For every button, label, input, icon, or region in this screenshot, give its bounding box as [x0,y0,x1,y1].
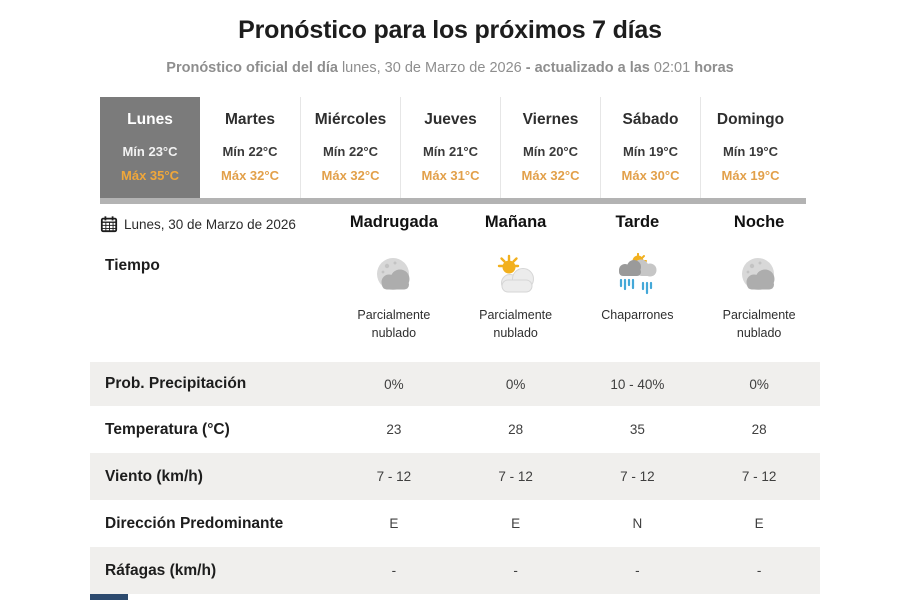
stats-table: Prob. Precipitación 0% 0% 10 - 40% 0% Te… [90,362,820,594]
table-row-temperatura: Temperatura (°C) 23 28 35 28 [90,406,820,453]
day-tab-max: Máx 32°C [321,168,380,183]
selected-date: Lunes, 30 de Marzo de 2026 [100,213,296,235]
calendar-icon [100,216,118,233]
row-value: 7 - 12 [498,469,533,484]
table-row-rafagas: Ráfagas (km/h) - - - - [90,547,820,594]
day-tab-min: Mín 19°C [722,144,779,159]
period-header-tarde: Tarde [615,213,660,231]
row-value: - [513,563,518,578]
row-value: - [756,563,762,578]
table-row-viento: Viento (km/h) 7 - 12 7 - 12 7 - 12 7 - 1… [90,453,820,500]
row-value: 0% [384,376,404,392]
row-value: 10 - 40% [610,376,665,392]
moon-cloud-icon [742,258,775,290]
row-value: E [754,516,764,531]
subtitle-date: lunes, 30 de Marzo de 2026 [341,60,522,76]
day-tab-viernes[interactable]: Viernes Mín 20°C Máx 32°C [500,97,600,198]
day-tab-max: Máx 30°C [621,168,680,183]
day-tab-name: Jueves [424,111,477,128]
day-tab-name: Miércoles [314,111,387,128]
day-tab-jueves[interactable]: Jueves Mín 21°C Máx 31°C [400,97,500,198]
day-tab-name: Martes [225,111,275,128]
table-row-direccion: Dirección Predominante E E N E [90,500,820,547]
period-header-manana: Mañana [484,213,547,231]
row-value: 7 - 12 [376,469,412,484]
subtitle-time: 02:01 [653,60,691,76]
conditions-row: Parcialmente nublado Parcialmente nub [333,253,820,342]
row-label: Prob. Precipitación [105,375,247,392]
subtitle-part: horas [690,60,734,76]
row-value: N [632,516,643,531]
row-label: Dirección Predominante [105,514,284,532]
day-tab-min: Mín 23°C [122,144,178,159]
row-value: 23 [386,422,402,437]
row-value: 35 [629,422,645,437]
row-value: E [389,516,399,531]
row-value: 0% [505,376,526,392]
day-tab-min: Mín 22°C [322,144,379,159]
day-tab-lunes[interactable]: Lunes Mín 23°C Máx 35°C [100,97,200,198]
subtitle-part: - actualizado a las [521,60,654,76]
day-tab-max: Máx 31°C [421,168,480,183]
day-tab-max: Máx 32°C [221,168,279,183]
condition-cell-manana: Parcialmente nublado [455,253,577,342]
page-title: Pronóstico para los próximos 7 días [238,16,662,44]
day-tab-min: Mín 21°C [422,144,479,159]
period-header-madrugada: Madrugada [349,213,438,231]
moon-cloud-icon [376,258,410,290]
condition-cell-tarde: Chaparrones [577,253,699,342]
day-tab-min: Mín 22°C [222,144,278,159]
row-value: E [511,516,521,531]
row-value: 0% [749,376,769,392]
weather-row-label: Tiempo [105,257,160,274]
row-label: Ráfagas (km/h) [105,561,217,579]
row-label: Viento (km/h) [105,467,203,485]
condition-label: Chaparrones [601,308,674,322]
day-tab-min: Mín 19°C [622,144,679,159]
sun-cloud-icon [497,254,534,293]
footer-partial [90,594,128,600]
condition-cell-noche: Parcialmente nublado [698,253,820,342]
tabs-divider [100,198,806,204]
subtitle-part: Pronóstico oficial del día [166,60,342,76]
rain-showers-icon [619,253,657,295]
day-tab-name: Sábado [622,111,679,128]
row-value: 7 - 12 [741,469,777,484]
page-subtitle: Pronóstico oficial del día lunes, 30 de … [0,60,900,76]
row-value: 7 - 12 [620,469,655,484]
day-tabs: Lunes Mín 23°C Máx 35°C Martes Mín 22°C … [100,97,800,198]
condition-cell-madrugada: Parcialmente nublado [333,253,455,342]
day-tab-max: Máx 19°C [721,168,780,183]
date-label: Lunes, 30 de Marzo de 2026 [124,216,296,232]
day-tab-sabado[interactable]: Sábado Mín 19°C Máx 30°C [600,97,700,198]
period-header-noche: Noche [733,213,785,231]
condition-label: Parcialmente nublado [357,308,431,340]
day-tab-max: Máx 35°C [121,168,179,183]
row-value: 28 [508,422,524,437]
day-tab-martes[interactable]: Martes Mín 22°C Máx 32°C [200,97,300,198]
row-value: - [635,563,640,578]
period-headers: Madrugada Mañana Tarde Noche [333,213,820,232]
day-tab-name: Viernes [522,111,579,128]
condition-label: Parcialmente nublado [479,308,553,340]
row-value: - [391,563,397,578]
day-tab-domingo[interactable]: Domingo Mín 19°C Máx 19°C [700,97,800,198]
row-label: Temperatura (°C) [105,420,230,438]
table-row-precipitacion: Prob. Precipitación 0% 0% 10 - 40% 0% [90,362,820,406]
day-tab-name: Domingo [716,111,785,128]
row-value: 28 [751,422,767,437]
day-tab-miercoles[interactable]: Miércoles Mín 22°C Máx 32°C [300,97,400,198]
day-tab-name: Lunes [127,111,173,128]
condition-label: Parcialmente nublado [722,308,796,340]
day-tab-min: Mín 20°C [522,144,579,159]
day-tab-max: Máx 32°C [521,168,580,183]
